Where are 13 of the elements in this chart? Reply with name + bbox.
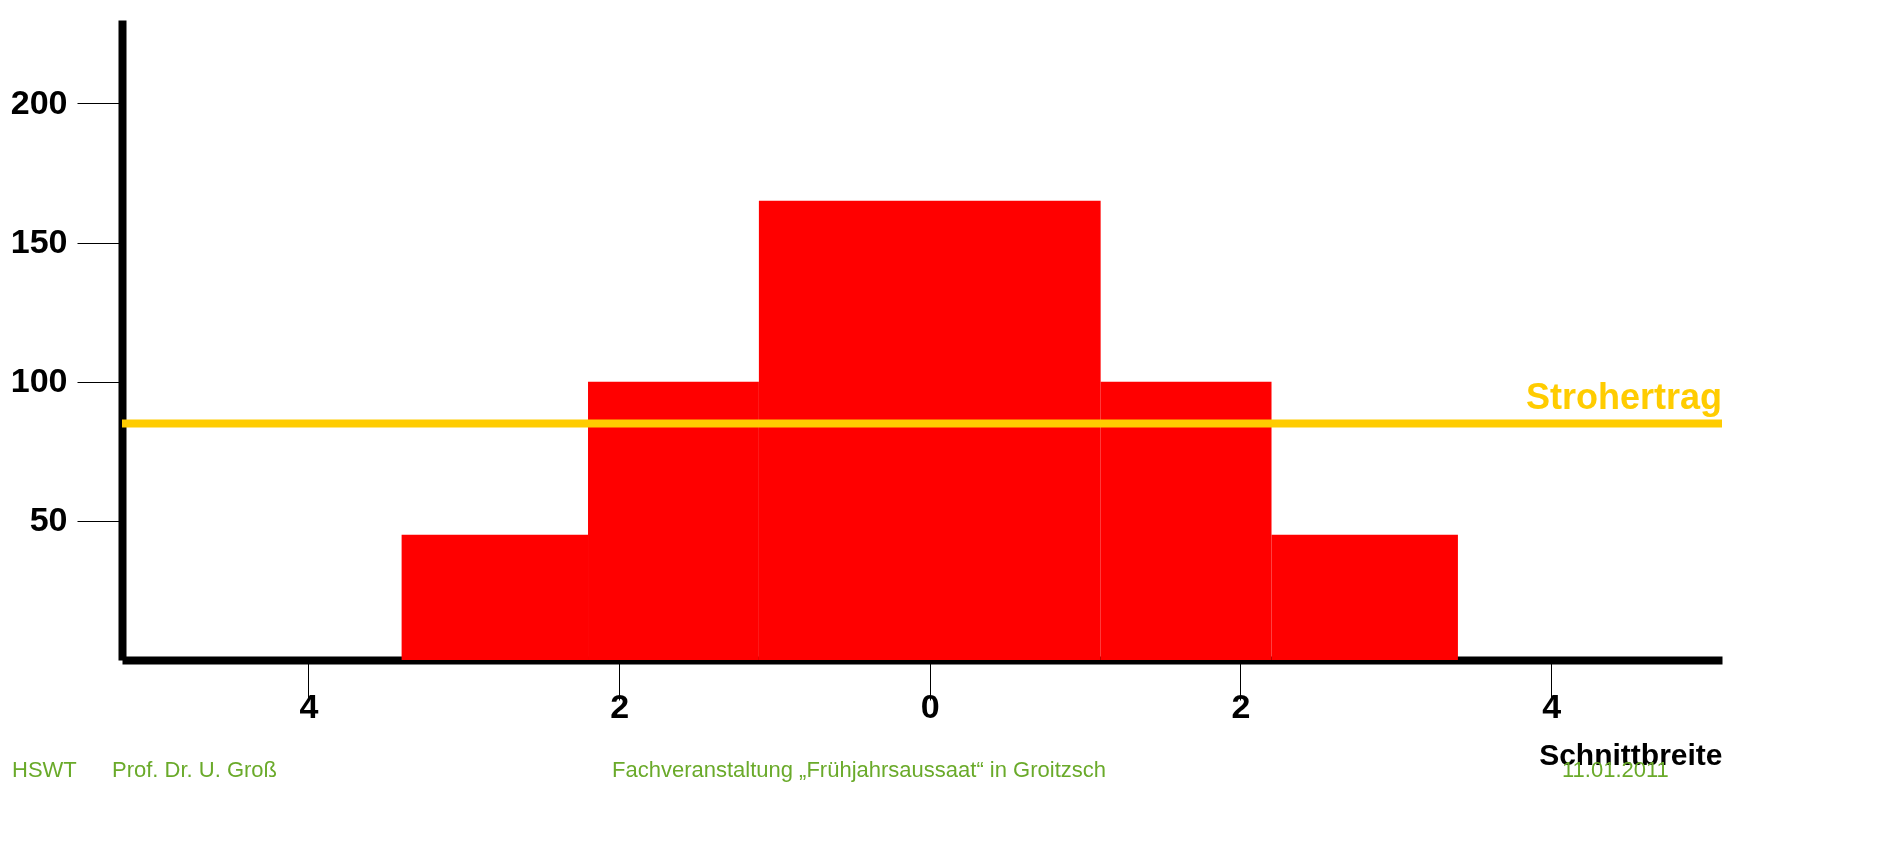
- x-tick-label: 0: [920, 686, 940, 725]
- y-tick-label: 200: [10, 82, 68, 121]
- y-tick-label: 50: [29, 500, 68, 539]
- text: HSWT: [12, 757, 77, 782]
- x-tick-label: 4: [299, 686, 319, 725]
- x-tick-label: 4: [1542, 686, 1562, 725]
- ref-line-label: Strohertrag: [1525, 376, 1722, 418]
- x-tick-label: 2: [1231, 686, 1251, 725]
- y-tick-label: 150: [10, 222, 68, 261]
- x-tick-label: 2: [610, 686, 630, 725]
- y-tick-label: 100: [10, 361, 68, 400]
- text: Prof. Dr. U. Groß: [112, 757, 278, 782]
- text: Fachveranstaltung „Frühjahrsaussaat“ in Groitzsch: [612, 757, 1106, 782]
